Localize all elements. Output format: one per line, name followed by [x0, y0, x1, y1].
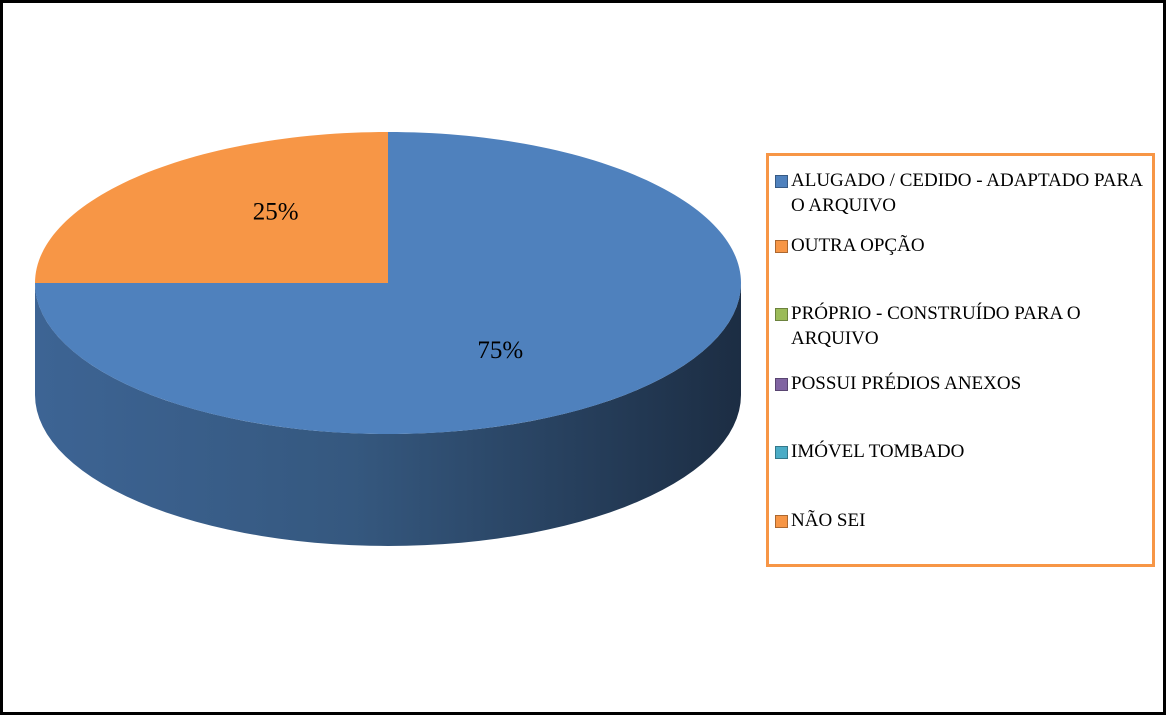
legend-item: PRÓPRIO - CONSTRUÍDO PARA O ARQUIVO — [775, 301, 1147, 351]
legend-item: IMÓVEL TOMBADO — [775, 439, 1147, 464]
data-label: 25% — [253, 198, 299, 225]
legend-swatch — [775, 515, 788, 528]
legend-label: PRÓPRIO - CONSTRUÍDO PARA O ARQUIVO — [791, 303, 1081, 349]
legend-swatch — [775, 446, 788, 459]
legend-label: NÃO SEI — [791, 510, 866, 531]
legend: ALUGADO / CEDIDO - ADAPTADO PARA O ARQUI… — [766, 153, 1155, 567]
data-label: 75% — [477, 337, 523, 364]
legend-item: OUTRA OPÇÃO — [775, 233, 1147, 258]
legend-item: POSSUI PRÉDIOS ANEXOS — [775, 371, 1147, 396]
legend-swatch — [775, 240, 788, 253]
legend-swatch — [775, 308, 788, 321]
legend-label: OUTRA OPÇÃO — [791, 235, 925, 256]
slice-side — [35, 283, 741, 546]
legend-label: ALUGADO / CEDIDO - ADAPTADO PARA O ARQUI… — [791, 170, 1142, 216]
legend-swatch — [775, 378, 788, 391]
legend-item: NÃO SEI — [775, 508, 1147, 533]
slice — [35, 132, 388, 283]
legend-swatch — [775, 175, 788, 188]
legend-item: ALUGADO / CEDIDO - ADAPTADO PARA O ARQUI… — [775, 168, 1147, 218]
legend-label: IMÓVEL TOMBADO — [791, 441, 965, 462]
legend-label: POSSUI PRÉDIOS ANEXOS — [791, 373, 1022, 394]
